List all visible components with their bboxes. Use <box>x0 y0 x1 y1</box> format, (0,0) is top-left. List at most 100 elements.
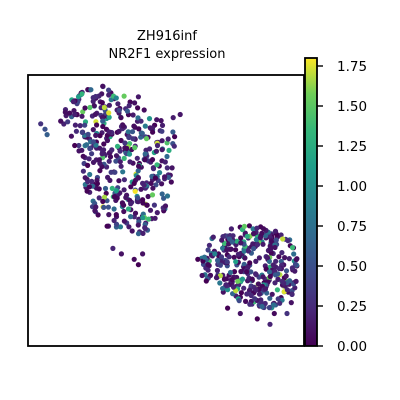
scatter-point <box>121 93 127 99</box>
scatter-point <box>276 254 282 260</box>
scatter-point <box>142 157 148 163</box>
scatter-point <box>106 129 112 135</box>
scatter-point <box>238 290 244 296</box>
scatter-point <box>273 237 279 243</box>
scatter-point <box>195 256 201 262</box>
scatter-point <box>279 250 285 256</box>
scatter-point <box>274 287 280 293</box>
colorbar-tick-label: 1.25 <box>337 139 367 155</box>
scatter-point <box>233 259 239 265</box>
scatter-point <box>107 154 114 160</box>
scatter-point <box>110 245 116 251</box>
scatter-point <box>150 185 156 191</box>
scatter-point <box>217 273 223 279</box>
scatter-point <box>166 174 172 180</box>
scatter-point <box>223 282 229 288</box>
scatter-point <box>277 300 283 306</box>
scatter-point <box>214 267 220 274</box>
scatter-point <box>99 151 105 157</box>
scatter-point <box>105 204 111 210</box>
scatter-point <box>241 248 247 254</box>
scatter-point <box>245 248 251 254</box>
scatter-point <box>135 105 141 111</box>
scatter-point <box>115 101 121 107</box>
scatter-point <box>86 156 92 162</box>
scatter-point <box>177 111 183 118</box>
scatter-point <box>159 147 165 153</box>
scatter-point <box>147 207 154 213</box>
scatter-point <box>82 175 88 181</box>
scatter-point <box>267 295 273 301</box>
scatter-point <box>134 155 140 161</box>
scatter-point <box>93 204 99 210</box>
colorbar-tick-label: 0.75 <box>337 219 367 235</box>
scatter-point <box>127 159 133 165</box>
scatter-point <box>140 180 146 186</box>
scatter-point <box>199 272 205 279</box>
scatter-point <box>118 163 124 169</box>
scatter-point <box>170 129 176 135</box>
scatter-point <box>135 168 141 174</box>
scatter-point <box>267 273 273 280</box>
scatter-point <box>151 202 157 208</box>
scatter-point <box>94 122 100 128</box>
scatter-point <box>154 162 160 168</box>
scatter-point <box>97 145 103 151</box>
scatter-point <box>101 204 107 210</box>
scatter-points <box>38 83 300 327</box>
scatter-point <box>116 107 122 113</box>
scatter-point <box>224 259 230 265</box>
scatter-point <box>100 83 106 89</box>
scatter-point <box>44 132 50 138</box>
scatter-point <box>121 155 127 161</box>
scatter-point <box>150 129 156 135</box>
scatter-point <box>165 136 171 142</box>
scatter-point <box>162 174 168 180</box>
scatter-point <box>87 145 93 152</box>
scatter-point <box>96 195 102 201</box>
scatter-point <box>218 254 225 260</box>
colorbar: 0.00 0.25 0.50 0.75 1.00 1.25 1.50 1.75 <box>304 57 367 355</box>
scatter-point <box>291 251 297 257</box>
colorbar-gradient <box>305 58 317 346</box>
scatter-point <box>113 221 120 227</box>
scatter-point <box>217 280 223 286</box>
scatter-point <box>253 287 259 293</box>
scatter-point <box>172 134 178 140</box>
scatter-point <box>106 114 112 120</box>
scatter-point <box>42 126 48 132</box>
scatter-point <box>230 284 237 290</box>
scatter-point <box>90 127 96 133</box>
scatter-point <box>68 133 74 139</box>
scatter-point <box>135 262 141 268</box>
scatter-point <box>143 136 150 142</box>
scatter-point <box>139 130 145 136</box>
scatter-point <box>82 122 88 128</box>
scatter-point <box>121 187 127 193</box>
scatter-point <box>100 118 106 124</box>
scatter-point <box>142 151 148 157</box>
scatter-point <box>95 212 101 218</box>
scatter-point <box>92 111 98 117</box>
scatter-point <box>83 142 90 148</box>
scatter-point <box>99 100 105 106</box>
scatter-point <box>205 247 211 253</box>
scatter-point <box>79 129 85 135</box>
scatter-point <box>142 225 148 231</box>
scatter-point <box>76 142 82 149</box>
scatter-point <box>260 241 266 247</box>
scatter-point <box>113 95 119 101</box>
scatter-point <box>293 278 299 284</box>
scatter-point <box>76 148 82 154</box>
scatter-point <box>80 168 86 174</box>
scatter-point <box>109 147 115 153</box>
scatter-point <box>226 254 232 260</box>
scatter-point <box>217 262 223 268</box>
scatter-point <box>84 188 90 194</box>
scatter-point <box>224 247 230 253</box>
scatter-point <box>101 147 107 153</box>
scatter-point <box>117 148 123 154</box>
scatter-point <box>128 184 134 190</box>
scatter-point <box>80 153 86 159</box>
scatter-point <box>121 218 127 224</box>
